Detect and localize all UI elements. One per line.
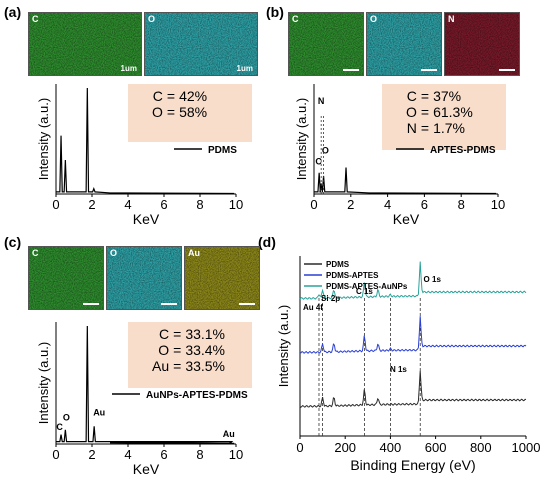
scale-bar xyxy=(421,69,437,71)
eds-map-label: N xyxy=(448,14,455,24)
composition-row: O = 33.4% xyxy=(158,342,226,358)
composition-box-a: C = 42% O = 58% xyxy=(128,84,252,142)
peak-label: C 1s xyxy=(356,287,373,296)
eds-spectrum-b: 0 2 4 6 8 10 KeV Intensity (a.u.) C N O APTES-PDMS xyxy=(294,84,505,227)
scale-bar xyxy=(239,303,255,305)
x-tick-label: 8 xyxy=(196,447,203,462)
peak-label: O xyxy=(322,146,329,156)
scale-bar-label: 1um xyxy=(236,64,253,73)
x-axis-label: KeV xyxy=(133,461,160,477)
x-tick-label: 0 xyxy=(296,440,303,455)
legend-label: PDMS xyxy=(326,260,350,269)
peak-label: Au 4f xyxy=(303,303,323,312)
peak-label: O xyxy=(63,412,70,422)
panel-label-c: (c) xyxy=(4,234,22,250)
composition-box-c: C = 33.1% O = 33.4% Au = 33.5% xyxy=(128,322,252,388)
composition-row: C = 42% xyxy=(152,88,208,104)
peak-label: N xyxy=(318,96,325,106)
x-axis-label: KeV xyxy=(393,211,420,227)
x-tick-label: 4 xyxy=(384,197,391,212)
composition-box-b: C = 37% O = 61.3% N = 1.7% xyxy=(382,84,506,150)
composition-row: Au = 33.5% xyxy=(152,358,226,374)
spectrum-line xyxy=(56,325,235,445)
x-axis-label: Binding Energy (eV) xyxy=(350,457,475,473)
x-tick-label: 0 xyxy=(310,197,317,212)
composition-row: O = 58% xyxy=(152,104,208,120)
x-tick-label: 10 xyxy=(229,197,243,212)
peak-label: Si 2p xyxy=(321,294,340,303)
x-tick-label: 10 xyxy=(229,447,243,462)
eds-map-label: O xyxy=(148,14,156,24)
eds-map-b-c: C xyxy=(288,12,364,76)
x-tick-label: 2 xyxy=(88,447,95,462)
composition-row: C = 33.1% xyxy=(159,326,226,342)
xps-spectrum-d: 0 200 400 600 800 1000 Binding Energy (eV) Inte… xyxy=(276,256,541,473)
scale-bar-label: 1um xyxy=(120,64,137,73)
spectrum-line xyxy=(56,87,235,195)
x-tick-label: 800 xyxy=(470,440,492,455)
x-tick-label: 2 xyxy=(88,197,95,212)
x-tick-label: 10 xyxy=(491,197,505,212)
x-tick-label: 8 xyxy=(196,197,203,212)
legend-label: PDMS xyxy=(208,145,237,156)
peak-label: Au xyxy=(223,429,235,439)
eds-map-label: O xyxy=(110,248,118,258)
composition-row: O = 61.3% xyxy=(406,104,473,120)
scale-bar xyxy=(343,69,359,71)
eds-map-label: Au xyxy=(188,248,200,258)
eds-map-c-o: O xyxy=(106,246,182,310)
x-tick-label: 1000 xyxy=(512,440,541,455)
legend-label: APTES-PDMS xyxy=(430,145,496,156)
panel-label-b: (b) xyxy=(266,4,284,20)
xps-series-line xyxy=(299,261,527,300)
y-axis-label: Intensity (a.u.) xyxy=(276,305,291,387)
peak-label: N 1s xyxy=(390,365,407,374)
x-tick-label: 6 xyxy=(160,447,167,462)
panel-label-a: (a) xyxy=(4,4,22,20)
x-axis-label: KeV xyxy=(133,211,160,227)
peak-label: C xyxy=(56,422,63,432)
eds-map-a-c: C 1um xyxy=(28,12,142,76)
legend-label: AuNPs-APTES-PDMS xyxy=(146,390,248,401)
x-tick-label: 4 xyxy=(124,447,131,462)
scale-bar xyxy=(83,303,99,305)
legend-label: PDMS-APTES xyxy=(326,271,379,280)
y-axis-label: Intensity (a.u.) xyxy=(294,98,309,180)
eds-map-label: C xyxy=(292,14,299,24)
panel-label-d: (d) xyxy=(258,234,276,250)
eds-map-label: C xyxy=(32,248,39,258)
x-tick-label: 200 xyxy=(334,440,356,455)
composition-row: N = 1.7% xyxy=(406,120,465,136)
eds-map-b-o: O xyxy=(366,12,442,76)
peak-label: Au xyxy=(93,408,105,418)
xps-series-line xyxy=(299,316,527,354)
peak-label: C xyxy=(315,156,322,166)
eds-map-b-n: N xyxy=(444,12,520,76)
x-tick-label: 600 xyxy=(425,440,447,455)
eds-map-c-c: C xyxy=(28,246,104,310)
eds-map-c-au: Au xyxy=(184,246,260,310)
xps-series-line xyxy=(299,370,527,408)
legend-label: PDMS-APTES-AuNPs xyxy=(326,282,408,291)
x-tick-label: 0 xyxy=(52,197,59,212)
x-tick-label: 2 xyxy=(347,197,354,212)
x-tick-label: 0 xyxy=(52,447,59,462)
eds-spectrum-a: 0 2 4 6 8 10 KeV Intensity (a.u.) PDMS xyxy=(36,84,243,227)
scale-bar xyxy=(161,303,177,305)
x-tick-label: 4 xyxy=(124,197,131,212)
x-tick-label: 6 xyxy=(160,197,167,212)
x-tick-label: 400 xyxy=(380,440,402,455)
eds-spectrum-c: 0 2 4 6 8 10 KeV Intensity (a.u.) CO Au Au AuNPs-AP… xyxy=(36,322,248,477)
composition-row: C = 37% xyxy=(406,88,462,104)
scale-bar xyxy=(499,69,515,71)
x-tick-label: 8 xyxy=(458,197,465,212)
peak-label: O 1s xyxy=(424,275,442,284)
x-tick-label: 6 xyxy=(421,197,428,212)
eds-map-label: C xyxy=(32,14,39,24)
eds-map-label: O xyxy=(370,14,378,24)
y-axis-label: Intensity (a.u.) xyxy=(36,98,51,180)
y-axis-label: Intensity (a.u.) xyxy=(36,342,51,424)
eds-map-a-o: O 1um xyxy=(144,12,258,76)
spectrum-line xyxy=(314,167,497,195)
